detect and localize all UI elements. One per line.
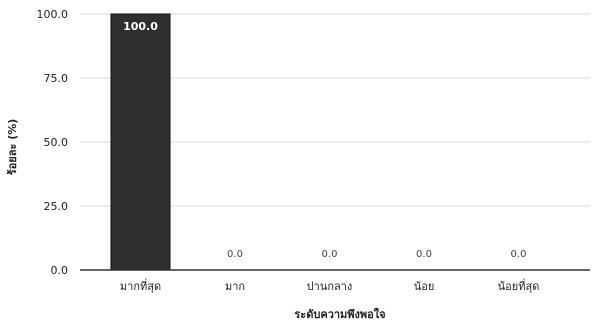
y-tick-label: 25.0 <box>44 200 69 213</box>
y-tick-label: 0.0 <box>51 264 69 277</box>
x-tick-label: มาก <box>225 280 245 293</box>
bars <box>110 13 171 271</box>
data-label: 0.0 <box>511 249 527 260</box>
data-labels: 100.0 0.0 0.0 0.0 0.0 <box>123 20 526 260</box>
x-tick-label: มากที่สุด <box>120 278 161 293</box>
x-tick-label: ปานกลาง <box>307 280 353 293</box>
y-axis-title: ร้อยละ (%) <box>6 119 19 176</box>
data-label: 0.0 <box>416 249 432 260</box>
data-label: 100.0 <box>123 20 158 33</box>
x-tick-label: น้อย <box>414 280 435 293</box>
y-tick-label: 75.0 <box>44 72 69 85</box>
data-label: 0.0 <box>227 249 243 260</box>
x-tick-label: น้อยที่สุด <box>498 278 540 293</box>
y-tick-labels: 0.0 25.0 50.0 75.0 100.0 <box>37 8 69 277</box>
data-label: 0.0 <box>322 249 338 260</box>
bar <box>110 13 171 271</box>
x-tick-labels: มากที่สุด มาก ปานกลาง น้อย น้อยที่สุด <box>120 278 539 293</box>
y-tick-label: 50.0 <box>44 136 69 149</box>
x-axis-title: ระดับความพึงพอใจ <box>294 307 385 321</box>
y-tick-label: 100.0 <box>37 8 69 21</box>
